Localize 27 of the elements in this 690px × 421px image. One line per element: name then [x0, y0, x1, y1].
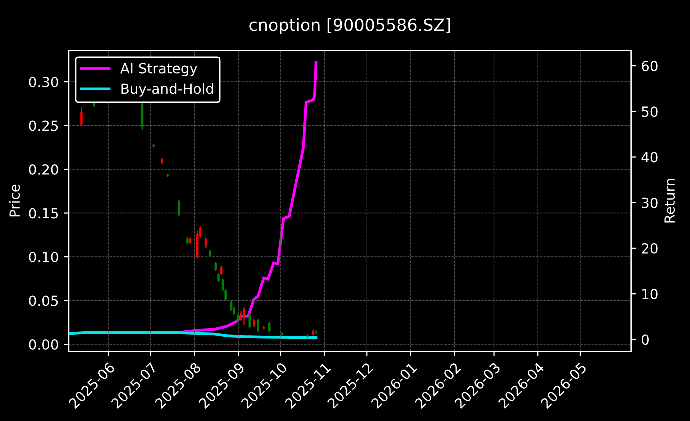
- candlestick: [257, 318, 260, 333]
- candlestick: [248, 312, 251, 328]
- y2-tick-label: 0: [642, 334, 649, 346]
- candlestick: [240, 310, 243, 322]
- y2-tick-label: 20: [642, 243, 658, 254]
- candlestick: [268, 321, 271, 333]
- y-axis-title: Price: [9, 184, 20, 217]
- candlestick: [243, 306, 246, 326]
- y2-tick-label: 50: [642, 106, 658, 118]
- y2-tick-label: 40: [642, 152, 658, 163]
- y2-axis-title: Return: [664, 179, 676, 223]
- chart-title: cnoption [90005586.SZ]: [250, 18, 450, 35]
- y2-tick-label: 30: [642, 198, 658, 208]
- legend-label: Buy-and-Hold: [122, 83, 214, 97]
- y-tick-label: 0.15: [29, 208, 58, 219]
- y-tick-label: 0.00: [29, 340, 58, 350]
- candlestick: [80, 106, 83, 126]
- y2-tick-label: 10: [642, 289, 658, 300]
- legend-label: AI Strategy: [120, 63, 198, 76]
- y-tick-label: 0.20: [29, 164, 58, 175]
- y-tick-label: 0.10: [29, 252, 58, 263]
- candlestick: [230, 300, 233, 312]
- y2-tick-label: 60: [642, 60, 658, 72]
- y-tick-label: 0.25: [29, 120, 58, 132]
- candlestick: [178, 200, 180, 216]
- y-tick-label: 0.05: [29, 296, 58, 306]
- y-tick-label: 0.30: [29, 76, 58, 88]
